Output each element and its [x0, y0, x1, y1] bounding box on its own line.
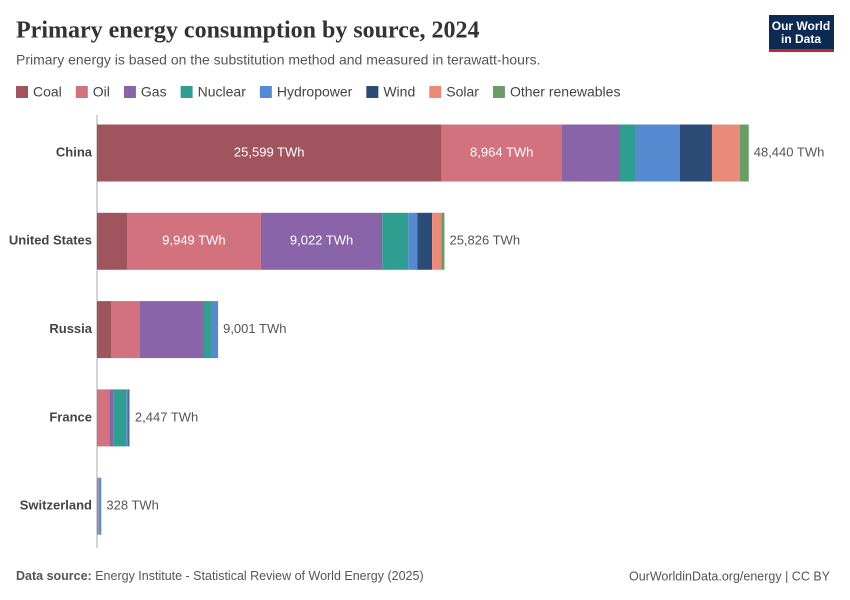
logo: Our World in Data	[769, 15, 834, 52]
bar-segment	[110, 301, 140, 359]
bar-segment	[126, 389, 129, 447]
bar-segment	[99, 477, 102, 535]
source-text: Energy Institute - Statistical Review of…	[95, 569, 423, 583]
bar-segment	[441, 124, 563, 182]
bar-segment	[97, 212, 128, 270]
logo-text: in Data	[781, 32, 821, 46]
value-label: 9,949 TWh	[162, 233, 225, 248]
bar-segment	[127, 212, 261, 270]
source: Data source: Energy Institute - Statisti…	[16, 569, 424, 583]
logo-box	[769, 15, 834, 50]
total-label: 48,440 TWh	[754, 144, 825, 159]
legend-label: Gas	[141, 84, 167, 100]
bar-segment	[382, 212, 409, 270]
bar-segment	[97, 389, 110, 447]
bar-segment	[739, 124, 749, 182]
bar-segment	[635, 124, 680, 182]
legend-label: Solar	[446, 84, 479, 100]
bar-segment	[679, 124, 712, 182]
legend-label: Hydropower	[277, 84, 353, 100]
legend-label: Other renewables	[510, 84, 621, 100]
y-tick-label: United States	[9, 233, 92, 248]
bar-segment	[432, 212, 442, 270]
total-label: 328 TWh	[106, 498, 159, 513]
chart-title: Primary energy consumption by source, 20…	[16, 18, 480, 44]
bar-segment	[408, 212, 418, 270]
legend-label: Nuclear	[198, 84, 247, 100]
y-tick-label: France	[49, 409, 92, 424]
y-tick-label: Switzerland	[20, 498, 92, 513]
source-label: Data source:	[16, 569, 92, 583]
bar-segment	[562, 124, 621, 182]
bar-segment	[260, 212, 383, 270]
bar-segment	[97, 301, 111, 359]
chart-subtitle: Primary energy is based on the substitut…	[16, 52, 541, 68]
legend-swatch	[366, 86, 379, 98]
legend-label: Oil	[93, 84, 110, 100]
bar-segment	[620, 124, 636, 182]
bar-segment	[98, 477, 100, 535]
legend-swatch	[16, 86, 28, 98]
value-label: 9,022 TWh	[290, 233, 353, 248]
legend-label: Coal	[33, 84, 62, 100]
bar-segment	[711, 124, 740, 182]
total-label: 25,826 TWh	[449, 233, 520, 248]
value-label: 25,599 TWh	[234, 144, 305, 159]
bar-segment	[129, 389, 130, 447]
bar-segment	[97, 124, 442, 182]
legend-swatch	[492, 86, 505, 98]
bar-segment	[441, 212, 445, 270]
bar-segment	[97, 477, 99, 535]
bar-segment	[128, 389, 130, 447]
total-label: 9,001 TWh	[223, 321, 286, 336]
total-label: 2,447 TWh	[135, 409, 198, 424]
bar-segment	[210, 301, 218, 359]
legend-label: Wind	[383, 84, 415, 100]
legend-swatch	[180, 86, 193, 98]
legend-swatch	[429, 86, 442, 98]
bar-segment	[113, 389, 127, 447]
legend-swatch	[259, 86, 272, 98]
y-tick-label: Russia	[49, 321, 92, 336]
legend-swatch	[75, 86, 88, 98]
legend-swatch	[123, 86, 136, 98]
credit: OurWorldinData.org/energy | CC BY	[629, 569, 831, 583]
bar-segment	[417, 212, 433, 270]
bar-segment	[139, 301, 204, 359]
bar-segment	[203, 301, 211, 359]
logo-stripe	[769, 49, 834, 52]
value-label: 8,964 TWh	[470, 144, 533, 159]
logo-text: Our World	[772, 19, 830, 33]
bar-segment	[109, 389, 114, 447]
y-tick-label: China	[56, 144, 93, 159]
